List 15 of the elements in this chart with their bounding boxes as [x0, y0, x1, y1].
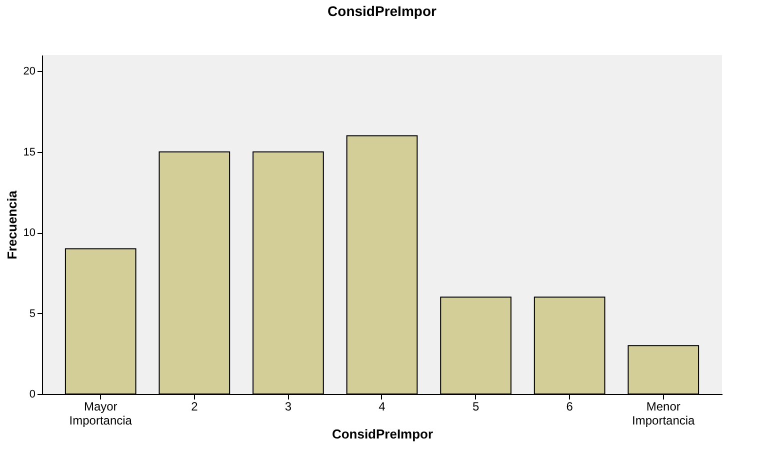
y-axis-title: Frecuencia: [4, 190, 20, 260]
y-tick-label: 5: [29, 308, 36, 320]
x-tick-label: 2: [191, 400, 198, 414]
x-tick-label: 6: [566, 400, 574, 414]
chart-title: ConsidPreImpor: [328, 3, 437, 19]
y-tick-label: 15: [23, 146, 36, 158]
x-axis-title: ConsidPreImpor: [332, 426, 434, 442]
x-tick-label: 5: [472, 400, 480, 414]
x-tick-label: Menor Importancia: [632, 400, 696, 428]
x-tick-label: 4: [378, 400, 386, 414]
y-tick-label: 20: [23, 66, 36, 78]
x-tick-label: Mayor Importancia: [69, 400, 132, 428]
y-tick-label: 10: [23, 227, 36, 240]
y-tick-label: 0: [29, 388, 36, 400]
x-tick-label: 3: [284, 400, 292, 414]
